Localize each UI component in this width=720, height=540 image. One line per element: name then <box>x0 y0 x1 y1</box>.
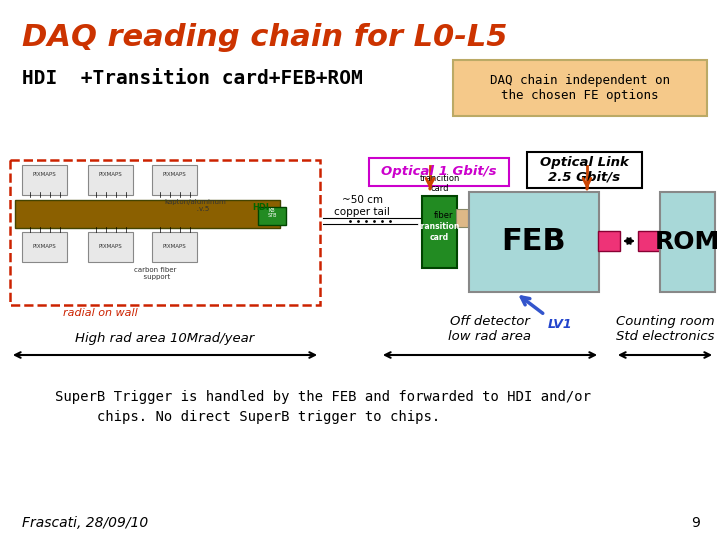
Text: DAQ reading chain for L0-L5: DAQ reading chain for L0-L5 <box>22 24 508 52</box>
Bar <box>660 192 715 292</box>
Text: KB
STB: KB STB <box>267 207 276 218</box>
Text: PIXMAPS: PIXMAPS <box>98 172 122 178</box>
Bar <box>88 165 133 195</box>
Text: PIXMAPS: PIXMAPS <box>162 172 186 178</box>
Text: HDI: HDI <box>252 203 269 212</box>
Bar <box>152 165 197 195</box>
Bar <box>22 165 67 195</box>
Text: Off detector
low rad area: Off detector low rad area <box>449 315 531 343</box>
Bar <box>527 152 642 188</box>
Bar <box>152 232 197 262</box>
Bar <box>469 192 599 292</box>
Text: ROM: ROM <box>655 230 720 254</box>
Bar <box>22 232 67 262</box>
Text: PIXMAPS: PIXMAPS <box>32 244 56 248</box>
Text: Counting room
Std electronics: Counting room Std electronics <box>616 315 714 343</box>
Text: chips. No direct SuperB trigger to chips.: chips. No direct SuperB trigger to chips… <box>55 410 440 424</box>
Text: SuperB Trigger is handled by the FEB and forwarded to HDI and/or: SuperB Trigger is handled by the FEB and… <box>55 390 591 404</box>
Text: Optical 1 Gbit/s: Optical 1 Gbit/s <box>382 165 497 179</box>
Text: kapton/aluminum
       .v.5: kapton/aluminum .v.5 <box>164 199 226 212</box>
Bar <box>88 232 133 262</box>
Text: 9: 9 <box>691 516 700 530</box>
Bar <box>15 200 280 228</box>
Bar <box>638 231 660 251</box>
Bar <box>10 160 320 305</box>
Text: PIXMAPS: PIXMAPS <box>162 244 186 248</box>
Bar <box>422 196 457 268</box>
Text: HDI  +Transition card+FEB+ROM: HDI +Transition card+FEB+ROM <box>22 69 363 87</box>
Text: LV1: LV1 <box>548 318 572 331</box>
Text: ~50 cm
copper tail: ~50 cm copper tail <box>334 195 390 217</box>
FancyBboxPatch shape <box>453 60 707 116</box>
Text: carbon fiber
  support: carbon fiber support <box>134 267 176 280</box>
Bar <box>258 207 286 225</box>
Text: PIXMAPS: PIXMAPS <box>98 244 122 248</box>
Text: FEB: FEB <box>502 227 567 256</box>
Text: DAQ chain independent on
the chosen FE options: DAQ chain independent on the chosen FE o… <box>490 74 670 102</box>
Text: fiber: fiber <box>433 211 453 219</box>
Text: radial on wall: radial on wall <box>63 308 138 318</box>
Bar <box>598 231 620 251</box>
Bar <box>456 209 468 227</box>
Text: High rad area 10Mrad/year: High rad area 10Mrad/year <box>76 332 255 345</box>
Text: Frascati, 28/09/10: Frascati, 28/09/10 <box>22 516 148 530</box>
Text: trancition
card: trancition card <box>419 173 459 193</box>
Text: Optical Link
2.5 Gbit/s: Optical Link 2.5 Gbit/s <box>540 156 629 184</box>
Bar <box>369 158 509 186</box>
Text: PIXMAPS: PIXMAPS <box>32 172 56 178</box>
Text: transition
card: transition card <box>418 222 461 242</box>
